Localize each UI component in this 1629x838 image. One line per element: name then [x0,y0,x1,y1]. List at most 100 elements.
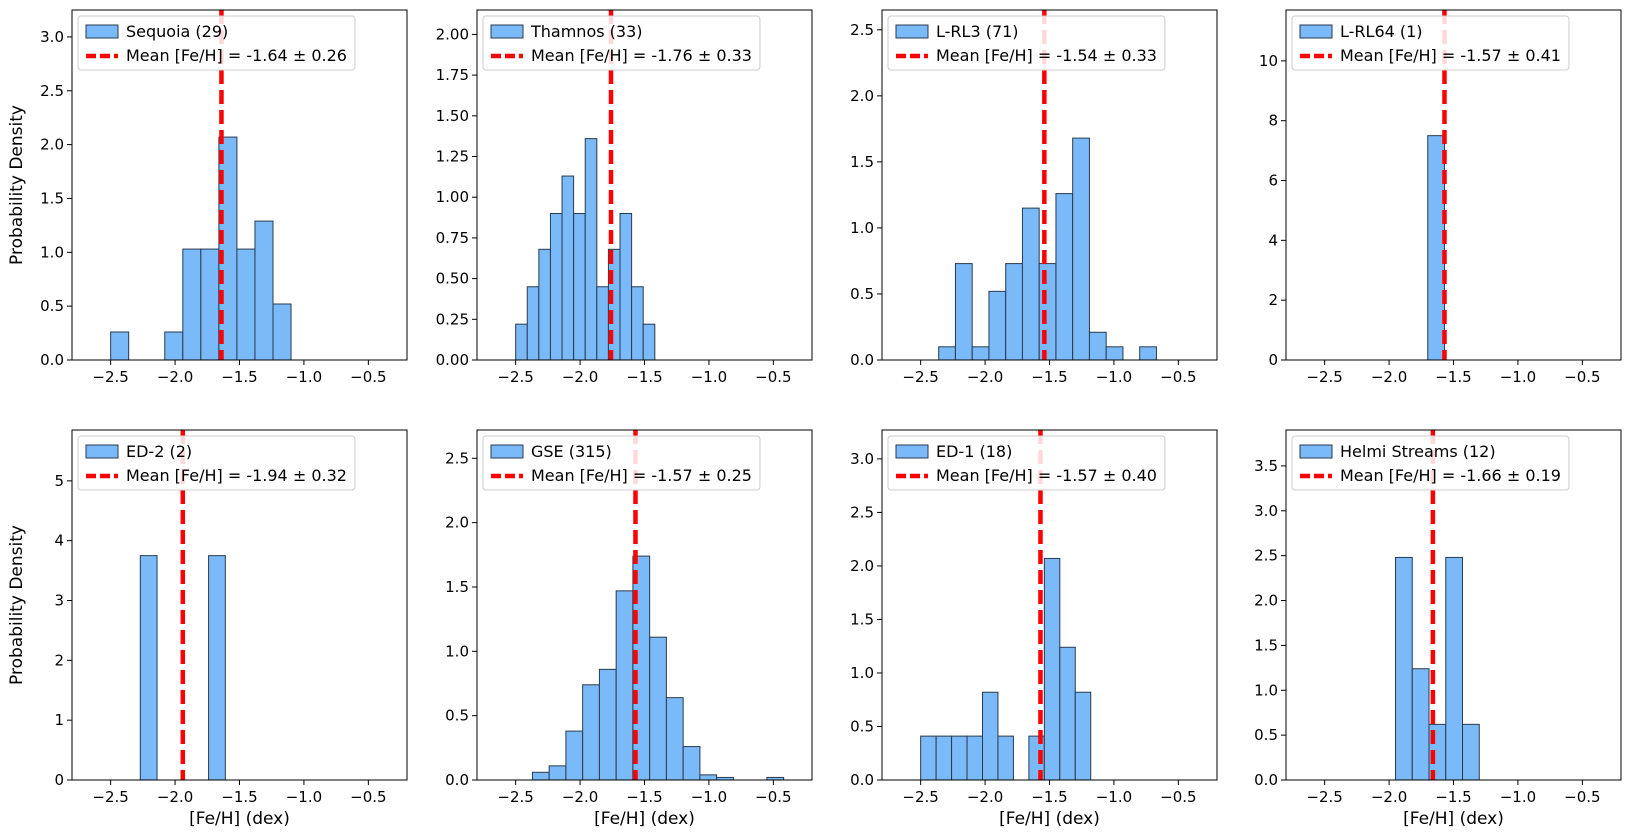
x-tick-label: −1.5 [1435,788,1471,806]
legend-swatch-histogram [895,444,929,459]
x-tick-label: −1.0 [691,368,727,386]
y-tick-label: 8 [1268,112,1278,130]
y-tick-label: 1.0 [445,642,469,660]
histogram-panel-2: −2.5 −2.0 −1.5 −1.0 −0.5 0.00 0.25 0.50 0.75 1.00… [436,9,813,386]
y-tick-label: 1.5 [1254,636,1278,654]
legend-swatch-histogram [1299,444,1333,459]
histogram-bar [631,286,644,361]
y-tick-label: 3.0 [1254,502,1278,520]
y-tick-label: 0.00 [436,351,469,369]
legend: L-RL3 (71) Mean [Fe/H] = -1.54 ± 0.33 [887,15,1166,71]
y-tick-label: 2 [54,651,64,669]
legend-box [77,15,356,71]
histogram-bar [966,735,983,781]
histogram-bar [649,636,667,781]
legend-box [482,435,761,491]
x-tick-label: −2.0 [1371,368,1407,386]
histogram-bar [182,248,202,361]
x-tick-label: −2.0 [157,788,193,806]
x-tick-label: −2.5 [92,788,128,806]
y-tick-label: 1.0 [850,664,874,682]
histogram-bar [1043,557,1061,781]
y-tick-label: 0.0 [40,351,64,369]
x-tick-label: −1.0 [286,368,322,386]
histogram-bar [139,555,158,781]
y-tick-label: 0.50 [436,270,469,288]
x-tick-label: −2.0 [967,368,1003,386]
legend-swatch-histogram [1299,24,1333,39]
legend-label-mean: Mean [Fe/H] = -1.57 ± 0.41 [1340,46,1561,65]
y-tick-label: 4 [1268,231,1278,249]
histogram-bar [619,212,633,361]
y-tick-label: 2.5 [850,21,874,39]
x-axis-label: [Fe/H] (dex) [594,809,695,829]
x-tick-label: −0.5 [755,788,791,806]
y-tick-label: 2.5 [1254,547,1278,565]
histogram-bar [515,323,528,361]
y-tick-label: 1.5 [445,578,469,596]
histogram-bar [526,286,540,361]
legend-label-histogram: L-RL64 (1) [1340,22,1423,41]
y-tick-label: 0.0 [850,771,874,789]
legend-label-mean: Mean [Fe/H] = -1.76 ± 0.33 [531,46,752,65]
legend-box [887,435,1166,491]
x-tick-label: −2.5 [902,368,938,386]
histogram-bar [208,555,226,781]
y-tick-label: 5 [54,472,64,490]
x-tick-label: −0.5 [1160,788,1196,806]
x-tick-label: −2.5 [1306,788,1342,806]
histogram-bar [236,248,256,361]
histogram-bar [971,346,990,361]
y-tick-label: 2.0 [850,87,874,105]
histogram-bar [997,735,1014,781]
histogram-bar [988,290,1007,361]
histogram-bar [1038,263,1057,361]
histogram-bar [632,555,651,781]
x-tick-label: −2.0 [562,788,598,806]
x-tick-label: −1.5 [626,788,662,806]
histogram-panel-1: −2.5 −2.0 −1.5 −1.0 −0.5 0.0 0.5 1.0 1.5 2.0 2.5 3.… [7,9,408,386]
histogram-panel-7: −2.5 −2.0 −1.5 −1.0 −0.5 0.0 0.5 1.0 1.5 2.0 2.5 3.… [850,429,1218,829]
histogram-bar [549,212,563,361]
histogram-bar [1005,263,1023,361]
x-tick-label: −2.5 [497,368,533,386]
x-tick-label: −1.5 [626,368,662,386]
legend-label-histogram: Helmi Streams (12) [1340,442,1496,461]
x-tick-label: −1.0 [1500,368,1536,386]
y-tick-label: 0.25 [436,310,469,328]
legend-box [77,435,356,491]
y-tick-label: 2.5 [40,82,64,100]
legend-label-histogram: Thamnos (33) [530,22,643,41]
y-tick-label: 1.25 [436,148,469,166]
histogram-bar [699,774,718,781]
y-tick-label: 3.0 [40,28,64,46]
histogram-bar [1021,207,1040,361]
x-tick-label: −0.5 [1564,368,1600,386]
y-tick-label: 4 [54,532,64,550]
x-axis-label: [Fe/H] (dex) [999,809,1100,829]
histogram-bar [935,735,953,781]
histogram-bar [1139,346,1157,361]
y-tick-label: 0 [54,771,64,789]
histogram-bar [665,697,684,781]
x-tick-label: −2.5 [497,788,533,806]
histogram-bar [920,735,937,781]
y-tick-label: 2.5 [850,503,874,521]
histogram-bar [1074,691,1092,781]
x-tick-label: −1.5 [221,788,257,806]
histogram-panel-6: −2.5 −2.0 −1.5 −1.0 −0.5 0.0 0.5 1.0 1.5 2.0 2.5 [F… [445,429,813,829]
histogram-bar [1055,193,1074,361]
legend-label-mean: Mean [Fe/H] = -1.66 ± 0.19 [1340,466,1561,485]
y-tick-label: 3 [54,592,64,610]
y-tick-label: 0.5 [1254,726,1278,744]
x-tick-label: −1.5 [1031,788,1067,806]
y-tick-label: 0 [1268,351,1278,369]
histogram-bar [951,735,968,781]
legend-swatch-histogram [85,24,119,39]
histogram-bar [254,220,274,361]
histogram-bar [598,668,617,781]
legend-box [482,15,761,71]
y-axis-label: Probability Density [7,525,27,685]
y-tick-label: 2.0 [40,136,64,154]
